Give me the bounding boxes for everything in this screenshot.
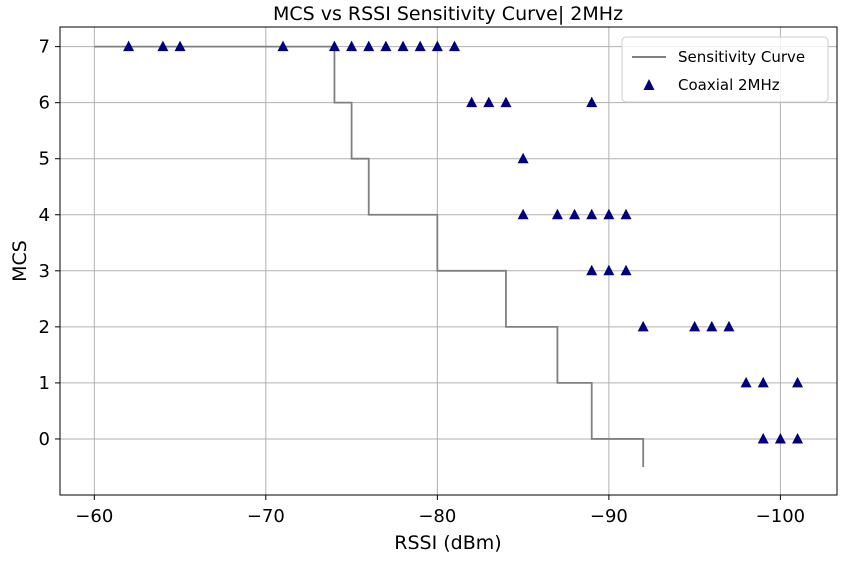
x-tick-label: −90 (590, 506, 628, 527)
x-tick-label: −80 (418, 506, 456, 527)
coaxial-2mhz-point (586, 208, 598, 220)
coaxial-2mhz-point (517, 208, 529, 220)
coaxial-2mhz-point (603, 208, 615, 220)
coaxial-2mhz-point (483, 96, 495, 108)
coaxial-2mhz-point (157, 40, 169, 52)
coaxial-2mhz-point (431, 40, 443, 52)
coaxial-2mhz-point (706, 320, 718, 332)
coaxial-2mhz-point (517, 152, 529, 164)
y-tick-label: 5 (39, 149, 50, 170)
coaxial-2mhz-point (586, 96, 598, 108)
coaxial-2mhz-point (569, 208, 581, 220)
coaxial-2mhz-point (414, 40, 426, 52)
coaxial-2mhz-point (757, 376, 769, 388)
coaxial-2mhz-point (277, 40, 289, 52)
y-tick-label: 3 (39, 261, 50, 282)
coaxial-2mhz-point (637, 320, 649, 332)
coaxial-2mhz-point (689, 320, 701, 332)
legend-label-sensitivity-curve: Sensitivity Curve (678, 48, 805, 66)
y-tick-label: 2 (39, 317, 50, 338)
legend-label-coaxial-2mhz: Coaxial 2MHz (678, 76, 780, 94)
coaxial-2mhz-point (740, 376, 752, 388)
coaxial-2mhz-point (397, 40, 409, 52)
coaxial-2mhz-point (723, 320, 735, 332)
chart-title: MCS vs RSSI Sensitivity Curve| 2MHz (273, 3, 623, 25)
y-axis-title: MCS (9, 240, 31, 282)
coaxial-2mhz-point (586, 264, 598, 276)
y-tick-label: 0 (39, 429, 50, 450)
coaxial-2mhz-point (500, 96, 512, 108)
tick-layer: −60 −70 −80 −90 −100 0 1 2 3 4 5 6 7 (39, 37, 806, 527)
x-tick-label: −100 (756, 506, 805, 527)
x-tick-label: −70 (247, 506, 285, 527)
coaxial-2mhz-point (363, 40, 375, 52)
legend: Sensitivity Curve Coaxial 2MHz (621, 36, 829, 103)
series-layer (94, 40, 804, 467)
coaxial-2mhz-point (328, 40, 340, 52)
y-tick-label: 7 (39, 37, 50, 58)
coaxial-2mhz-point (603, 264, 615, 276)
coaxial-2mhz-point (757, 432, 769, 444)
coaxial-2mhz-point (792, 376, 804, 388)
coaxial-2mhz-point (792, 432, 804, 444)
coaxial-2mhz-point (449, 40, 461, 52)
sensitivity-curve-line (94, 45, 645, 467)
x-tick-label: −60 (75, 506, 113, 527)
coaxial-2mhz-point (123, 40, 135, 52)
plot-frame (59, 26, 838, 496)
coaxial-2mhz-point (620, 208, 632, 220)
legend-marker-swatch (643, 79, 655, 90)
y-tick-label: 4 (39, 205, 50, 226)
coaxial-2mhz-point (380, 40, 392, 52)
coaxial-2mhz-point (774, 432, 786, 444)
coaxial-2mhz-point (174, 40, 186, 52)
legend-box (621, 36, 829, 103)
y-tick-label: 1 (39, 373, 50, 394)
x-axis-title: RSSI (dBm) (394, 532, 501, 554)
y-tick-label: 6 (39, 93, 50, 114)
coaxial-2mhz-point (620, 264, 632, 276)
coaxial-2mhz-point (466, 96, 478, 108)
coaxial-2mhz-point (346, 40, 358, 52)
coaxial-2mhz-point (551, 208, 563, 220)
